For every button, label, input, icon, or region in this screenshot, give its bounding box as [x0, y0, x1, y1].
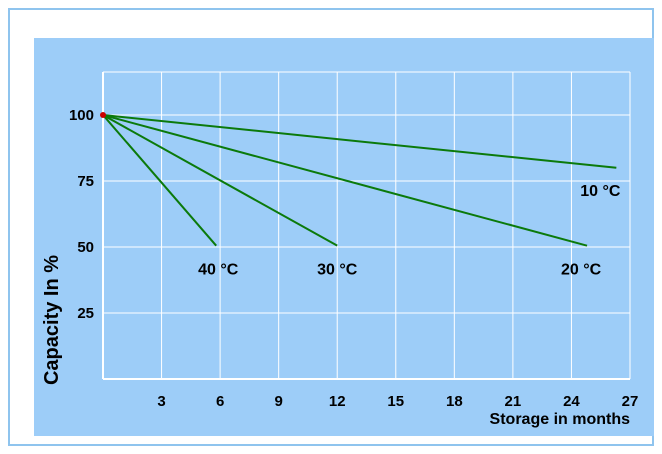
axes: [102, 72, 630, 380]
series-labels: 10 °C 20 °C 30 °C 40 °C: [198, 183, 621, 279]
series-label: 40 °C: [198, 262, 239, 279]
x-tick-label: 6: [216, 393, 224, 410]
origin-point: [100, 112, 106, 118]
series-label: 10 °C: [580, 183, 621, 200]
x-tick-label: 15: [387, 393, 404, 410]
x-tick-label: 27: [622, 393, 639, 410]
y-axis-title: Capacity In %: [41, 255, 63, 385]
series-line: [102, 114, 217, 247]
series-label: 20 °C: [561, 262, 602, 279]
y-tick-labels: 25 50 75 100: [69, 107, 94, 322]
x-tick-label: 9: [274, 393, 282, 410]
y-tick-label: 50: [77, 239, 94, 256]
x-tick-label: 3: [157, 393, 165, 410]
y-tick-label: 75: [77, 173, 94, 190]
x-tick-label: 12: [329, 393, 346, 410]
series-label: 30 °C: [317, 262, 358, 279]
series-lines: [100, 112, 617, 247]
x-tick-labels: 3 6 9 12 15 18 21 24 27: [157, 393, 638, 410]
series-line: [102, 114, 588, 247]
x-axis-title: Storage in months: [490, 411, 631, 428]
x-tick-label: 24: [563, 393, 580, 410]
series-line: [102, 114, 338, 247]
grid: [103, 71, 631, 379]
chart-panel: [34, 38, 654, 436]
x-tick-label: 21: [505, 393, 522, 410]
y-tick-label: 100: [69, 107, 94, 124]
series-line: [102, 114, 617, 169]
y-tick-label: 25: [77, 305, 94, 322]
x-tick-label: 18: [446, 393, 463, 410]
